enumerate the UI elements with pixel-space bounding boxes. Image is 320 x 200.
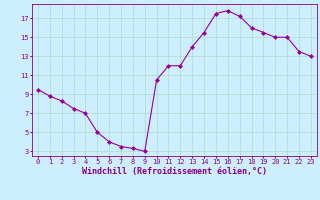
X-axis label: Windchill (Refroidissement éolien,°C): Windchill (Refroidissement éolien,°C) xyxy=(82,167,267,176)
